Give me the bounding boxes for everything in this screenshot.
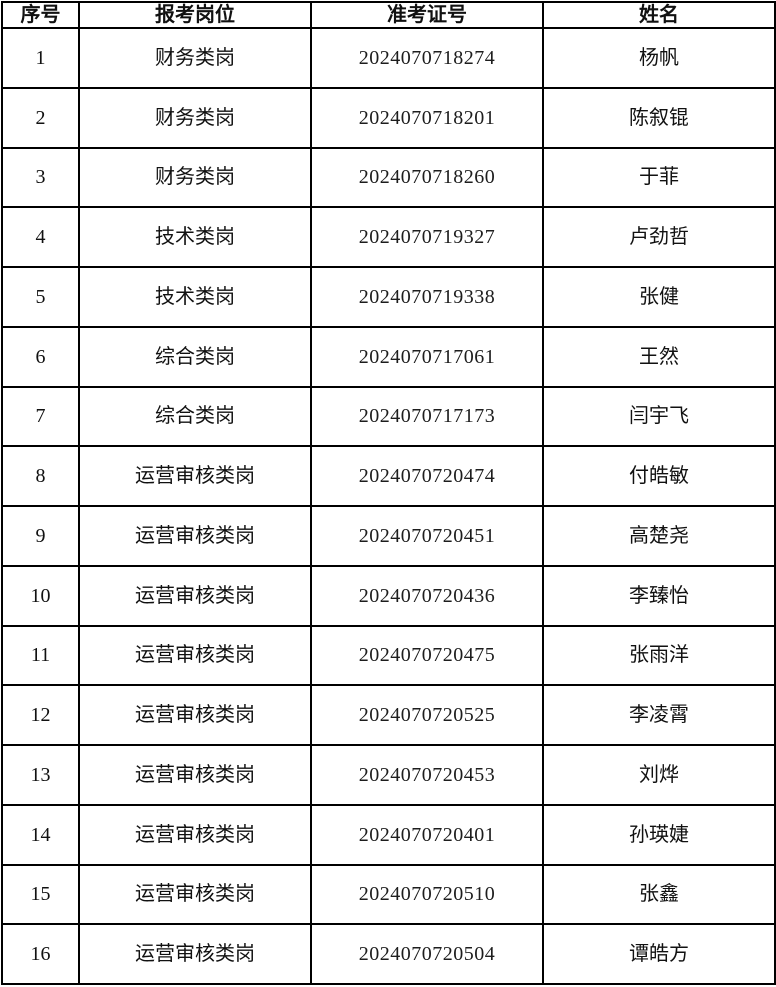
name-cell: 王然: [542, 325, 776, 388]
name-cell: 卢劲哲: [542, 206, 776, 268]
position-cell: 财务类岗: [78, 27, 312, 89]
position-cell: 财务类岗: [78, 86, 312, 149]
table-row: 4 技术类岗 2024070719327 卢劲哲: [1, 206, 776, 268]
index-cell: 16: [1, 923, 80, 985]
table-row: 3 财务类岗 2024070718260 于菲: [1, 146, 776, 209]
position-cell: 运营审核类岗: [78, 803, 312, 866]
index-cell: 12: [1, 684, 80, 746]
position-cell: 财务类岗: [78, 146, 312, 209]
index-cell: 14: [1, 803, 80, 866]
table-row: 5 技术类岗 2024070719338 张健: [1, 266, 776, 328]
ticket-cell: 2024070717061: [310, 325, 544, 388]
table-row: 16 运营审核类岗 2024070720504 谭皓方: [1, 923, 776, 985]
position-cell: 综合类岗: [78, 325, 312, 388]
position-cell: 运营审核类岗: [78, 744, 312, 806]
index-cell: 2: [1, 86, 80, 149]
position-cell: 运营审核类岗: [78, 445, 312, 507]
index-cell: 8: [1, 445, 80, 507]
name-cell: 陈叙锟: [542, 86, 776, 149]
position-cell: 运营审核类岗: [78, 923, 312, 985]
ticket-cell: 2024070720504: [310, 923, 544, 985]
ticket-cell: 2024070717173: [310, 385, 544, 448]
table-row: 2 财务类岗 2024070718201 陈叙锟: [1, 86, 776, 149]
header-ticket: 准考证号: [310, 1, 544, 29]
ticket-cell: 2024070720474: [310, 445, 544, 507]
position-cell: 运营审核类岗: [78, 505, 312, 567]
ticket-cell: 2024070720453: [310, 744, 544, 806]
table-row: 14 运营审核类岗 2024070720401 孙瑛婕: [1, 803, 776, 866]
name-cell: 杨帆: [542, 27, 776, 89]
name-cell: 于菲: [542, 146, 776, 209]
index-cell: 7: [1, 385, 80, 448]
ticket-cell: 2024070720510: [310, 863, 544, 926]
position-cell: 运营审核类岗: [78, 684, 312, 746]
table-row: 9 运营审核类岗 2024070720451 高楚尧: [1, 505, 776, 567]
table-row: 8 运营审核类岗 2024070720474 付皓敏: [1, 445, 776, 507]
position-cell: 综合类岗: [78, 385, 312, 448]
table-row: 6 综合类岗 2024070717061 王然: [1, 325, 776, 388]
ticket-cell: 2024070718274: [310, 27, 544, 89]
table-row: 13 运营审核类岗 2024070720453 刘烨: [1, 744, 776, 806]
name-cell: 张健: [542, 266, 776, 328]
index-cell: 6: [1, 325, 80, 388]
header-row: 序号 报考岗位 准考证号 姓名: [1, 1, 776, 29]
ticket-cell: 2024070720451: [310, 505, 544, 567]
table-body: 1 财务类岗 2024070718274 杨帆 2 财务类岗 2024070718201 陈叙…: [1, 27, 776, 985]
table-row: 10 运营审核类岗 2024070720436 李臻怡: [1, 564, 776, 627]
name-cell: 李臻怡: [542, 564, 776, 627]
position-cell: 技术类岗: [78, 266, 312, 328]
index-cell: 4: [1, 206, 80, 268]
index-cell: 15: [1, 863, 80, 926]
position-cell: 运营审核类岗: [78, 564, 312, 627]
index-cell: 9: [1, 505, 80, 567]
name-cell: 张雨洋: [542, 624, 776, 687]
position-cell: 运营审核类岗: [78, 863, 312, 926]
position-cell: 技术类岗: [78, 206, 312, 268]
index-cell: 10: [1, 564, 80, 627]
header-position: 报考岗位: [78, 1, 312, 29]
table-row: 1 财务类岗 2024070718274 杨帆: [1, 27, 776, 89]
header-name: 姓名: [542, 1, 776, 29]
table-row: 15 运营审核类岗 2024070720510 张鑫: [1, 863, 776, 926]
name-cell: 张鑫: [542, 863, 776, 926]
index-cell: 13: [1, 744, 80, 806]
index-cell: 11: [1, 624, 80, 687]
header-index: 序号: [1, 1, 80, 29]
ticket-cell: 2024070720436: [310, 564, 544, 627]
index-cell: 3: [1, 146, 80, 209]
index-cell: 1: [1, 27, 80, 89]
table-header: 序号 报考岗位 准考证号 姓名: [1, 1, 776, 29]
ticket-cell: 2024070718260: [310, 146, 544, 209]
name-cell: 孙瑛婕: [542, 803, 776, 866]
name-cell: 付皓敏: [542, 445, 776, 507]
ticket-cell: 2024070718201: [310, 86, 544, 149]
ticket-cell: 2024070720525: [310, 684, 544, 746]
ticket-cell: 2024070720401: [310, 803, 544, 866]
name-cell: 刘烨: [542, 744, 776, 806]
table-row: 7 综合类岗 2024070717173 闫宇飞: [1, 385, 776, 448]
table-row: 11 运营审核类岗 2024070720475 张雨洋: [1, 624, 776, 687]
name-cell: 高楚尧: [542, 505, 776, 567]
ticket-cell: 2024070719338: [310, 266, 544, 328]
position-cell: 运营审核类岗: [78, 624, 312, 687]
name-cell: 谭皓方: [542, 923, 776, 985]
name-cell: 闫宇飞: [542, 385, 776, 448]
ticket-cell: 2024070719327: [310, 206, 544, 268]
table-row: 12 运营审核类岗 2024070720525 李凌霄: [1, 684, 776, 746]
index-cell: 5: [1, 266, 80, 328]
ticket-cell: 2024070720475: [310, 624, 544, 687]
name-cell: 李凌霄: [542, 684, 776, 746]
